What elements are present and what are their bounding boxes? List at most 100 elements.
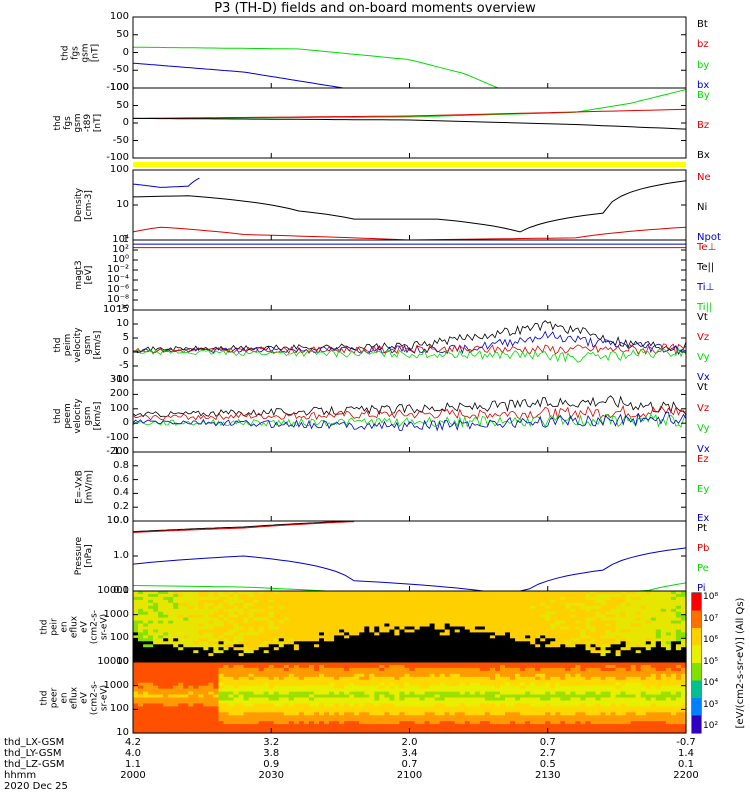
heatmap-cell: [369, 679, 375, 684]
heatmap-cell: [550, 591, 556, 595]
heatmap-cell: [233, 730, 240, 734]
heatmap-cell: [183, 656, 189, 660]
heatmap-cell: [369, 608, 375, 613]
heatmap-cell: [263, 709, 270, 713]
heatmap-cell: [489, 724, 496, 728]
heatmap-cell: [173, 623, 179, 628]
heatmap-cell: [419, 617, 426, 622]
heatmap-cell: [585, 685, 592, 690]
heatmap-cell: [580, 638, 586, 642]
heatmap-cell: [359, 709, 365, 713]
heatmap-cell: [298, 611, 305, 616]
heatmap-cell: [474, 632, 481, 636]
heatmap-cell: [278, 638, 285, 642]
heatmap-cell: [223, 650, 230, 654]
heatmap-cell: [429, 632, 436, 636]
heatmap-cell: [580, 605, 586, 610]
heatmap-cell: [153, 594, 159, 598]
heatmap-cell: [675, 617, 682, 622]
heatmap-cell: [349, 667, 355, 672]
heatmap-cell: [419, 605, 426, 610]
heatmap-cell: [449, 656, 456, 660]
heatmap-cell: [293, 665, 300, 669]
heatmap-cell: [550, 709, 556, 713]
heatmap-cell: [540, 591, 546, 595]
heatmap-cell: [489, 700, 496, 705]
heatmap-cell: [510, 623, 516, 628]
heatmap-cell: [233, 611, 240, 616]
heatmap-cell: [278, 676, 285, 681]
heatmap-cell: [309, 638, 315, 642]
heatmap-cell: [133, 641, 139, 645]
heatmap-cell: [560, 721, 566, 725]
heatmap-cell: [258, 676, 265, 681]
heatmap-cell: [459, 653, 466, 657]
heatmap-cell: [525, 667, 531, 672]
heatmap-cell: [183, 691, 189, 696]
heatmap-cell: [469, 617, 476, 622]
heatmap-cell: [233, 641, 240, 645]
heatmap-cell: [163, 709, 169, 713]
heatmap-cell: [595, 617, 602, 622]
heatmap-cell: [535, 662, 541, 666]
heatmap-cell: [600, 608, 607, 613]
heatmap-cell: [535, 667, 541, 672]
heatmap-cell: [675, 591, 682, 595]
heatmap-cell: [133, 706, 139, 710]
heatmap-cell: [319, 685, 325, 690]
heatmap-cell: [495, 594, 501, 598]
heatmap-cell: [183, 641, 189, 645]
heatmap-cell: [163, 676, 169, 681]
heatmap-cell: [399, 679, 405, 684]
heatmap-cell: [143, 608, 149, 613]
heatmap-cell: [233, 632, 240, 636]
heatmap-cell: [243, 608, 250, 613]
heatmap-cell: [660, 602, 667, 607]
heatmap-cell: [183, 694, 189, 699]
heatmap-cell: [454, 662, 461, 666]
heatmap-cell: [344, 614, 350, 619]
heatmap-cell: [615, 635, 622, 639]
heatmap-cell: [273, 673, 280, 678]
heatmap-cell: [334, 682, 340, 687]
heatmap-cell: [484, 694, 491, 699]
heatmap-cell: [429, 635, 436, 639]
heatmap-cell: [414, 709, 421, 713]
heatmap-cell: [454, 650, 461, 654]
heatmap-cell: [354, 724, 360, 728]
heatmap-cell: [354, 659, 360, 663]
heatmap-cell: [223, 706, 230, 710]
heatmap-cell: [283, 679, 290, 684]
heatmap-cell: [404, 727, 411, 731]
heatmap-cell: [454, 718, 461, 722]
heatmap-cell: [605, 629, 612, 634]
heatmap-cell: [474, 688, 481, 693]
heatmap-cell: [258, 591, 265, 595]
heatmap-cell: [459, 706, 466, 710]
heatmap-cell: [379, 688, 385, 693]
heatmap-cell: [464, 644, 471, 648]
heatmap-cell: [399, 662, 405, 666]
heatmap-cell: [399, 611, 405, 616]
heatmap-cell: [354, 605, 360, 610]
heatmap-cell: [530, 721, 536, 725]
heatmap-cell: [570, 715, 576, 719]
heatmap-cell: [178, 694, 184, 699]
heatmap-cell: [434, 617, 441, 622]
heatmap-cell: [344, 605, 350, 610]
heatmap-cell: [263, 694, 270, 699]
heatmap-cell: [168, 626, 174, 631]
heatmap-cell: [188, 614, 194, 619]
heatmap-cell: [344, 602, 350, 607]
heatmap-cell: [479, 712, 486, 716]
heatmap-cell: [434, 626, 441, 631]
heatmap-cell: [208, 662, 214, 666]
heatmap-cell: [148, 626, 154, 631]
heatmap-cell: [268, 688, 275, 693]
heatmap-cell: [535, 694, 541, 699]
heatmap-cell: [334, 694, 340, 699]
heatmap-cell: [293, 688, 300, 693]
heatmap-cell: [354, 608, 360, 613]
heatmap-cell: [570, 656, 576, 660]
heatmap-cell: [495, 596, 501, 601]
